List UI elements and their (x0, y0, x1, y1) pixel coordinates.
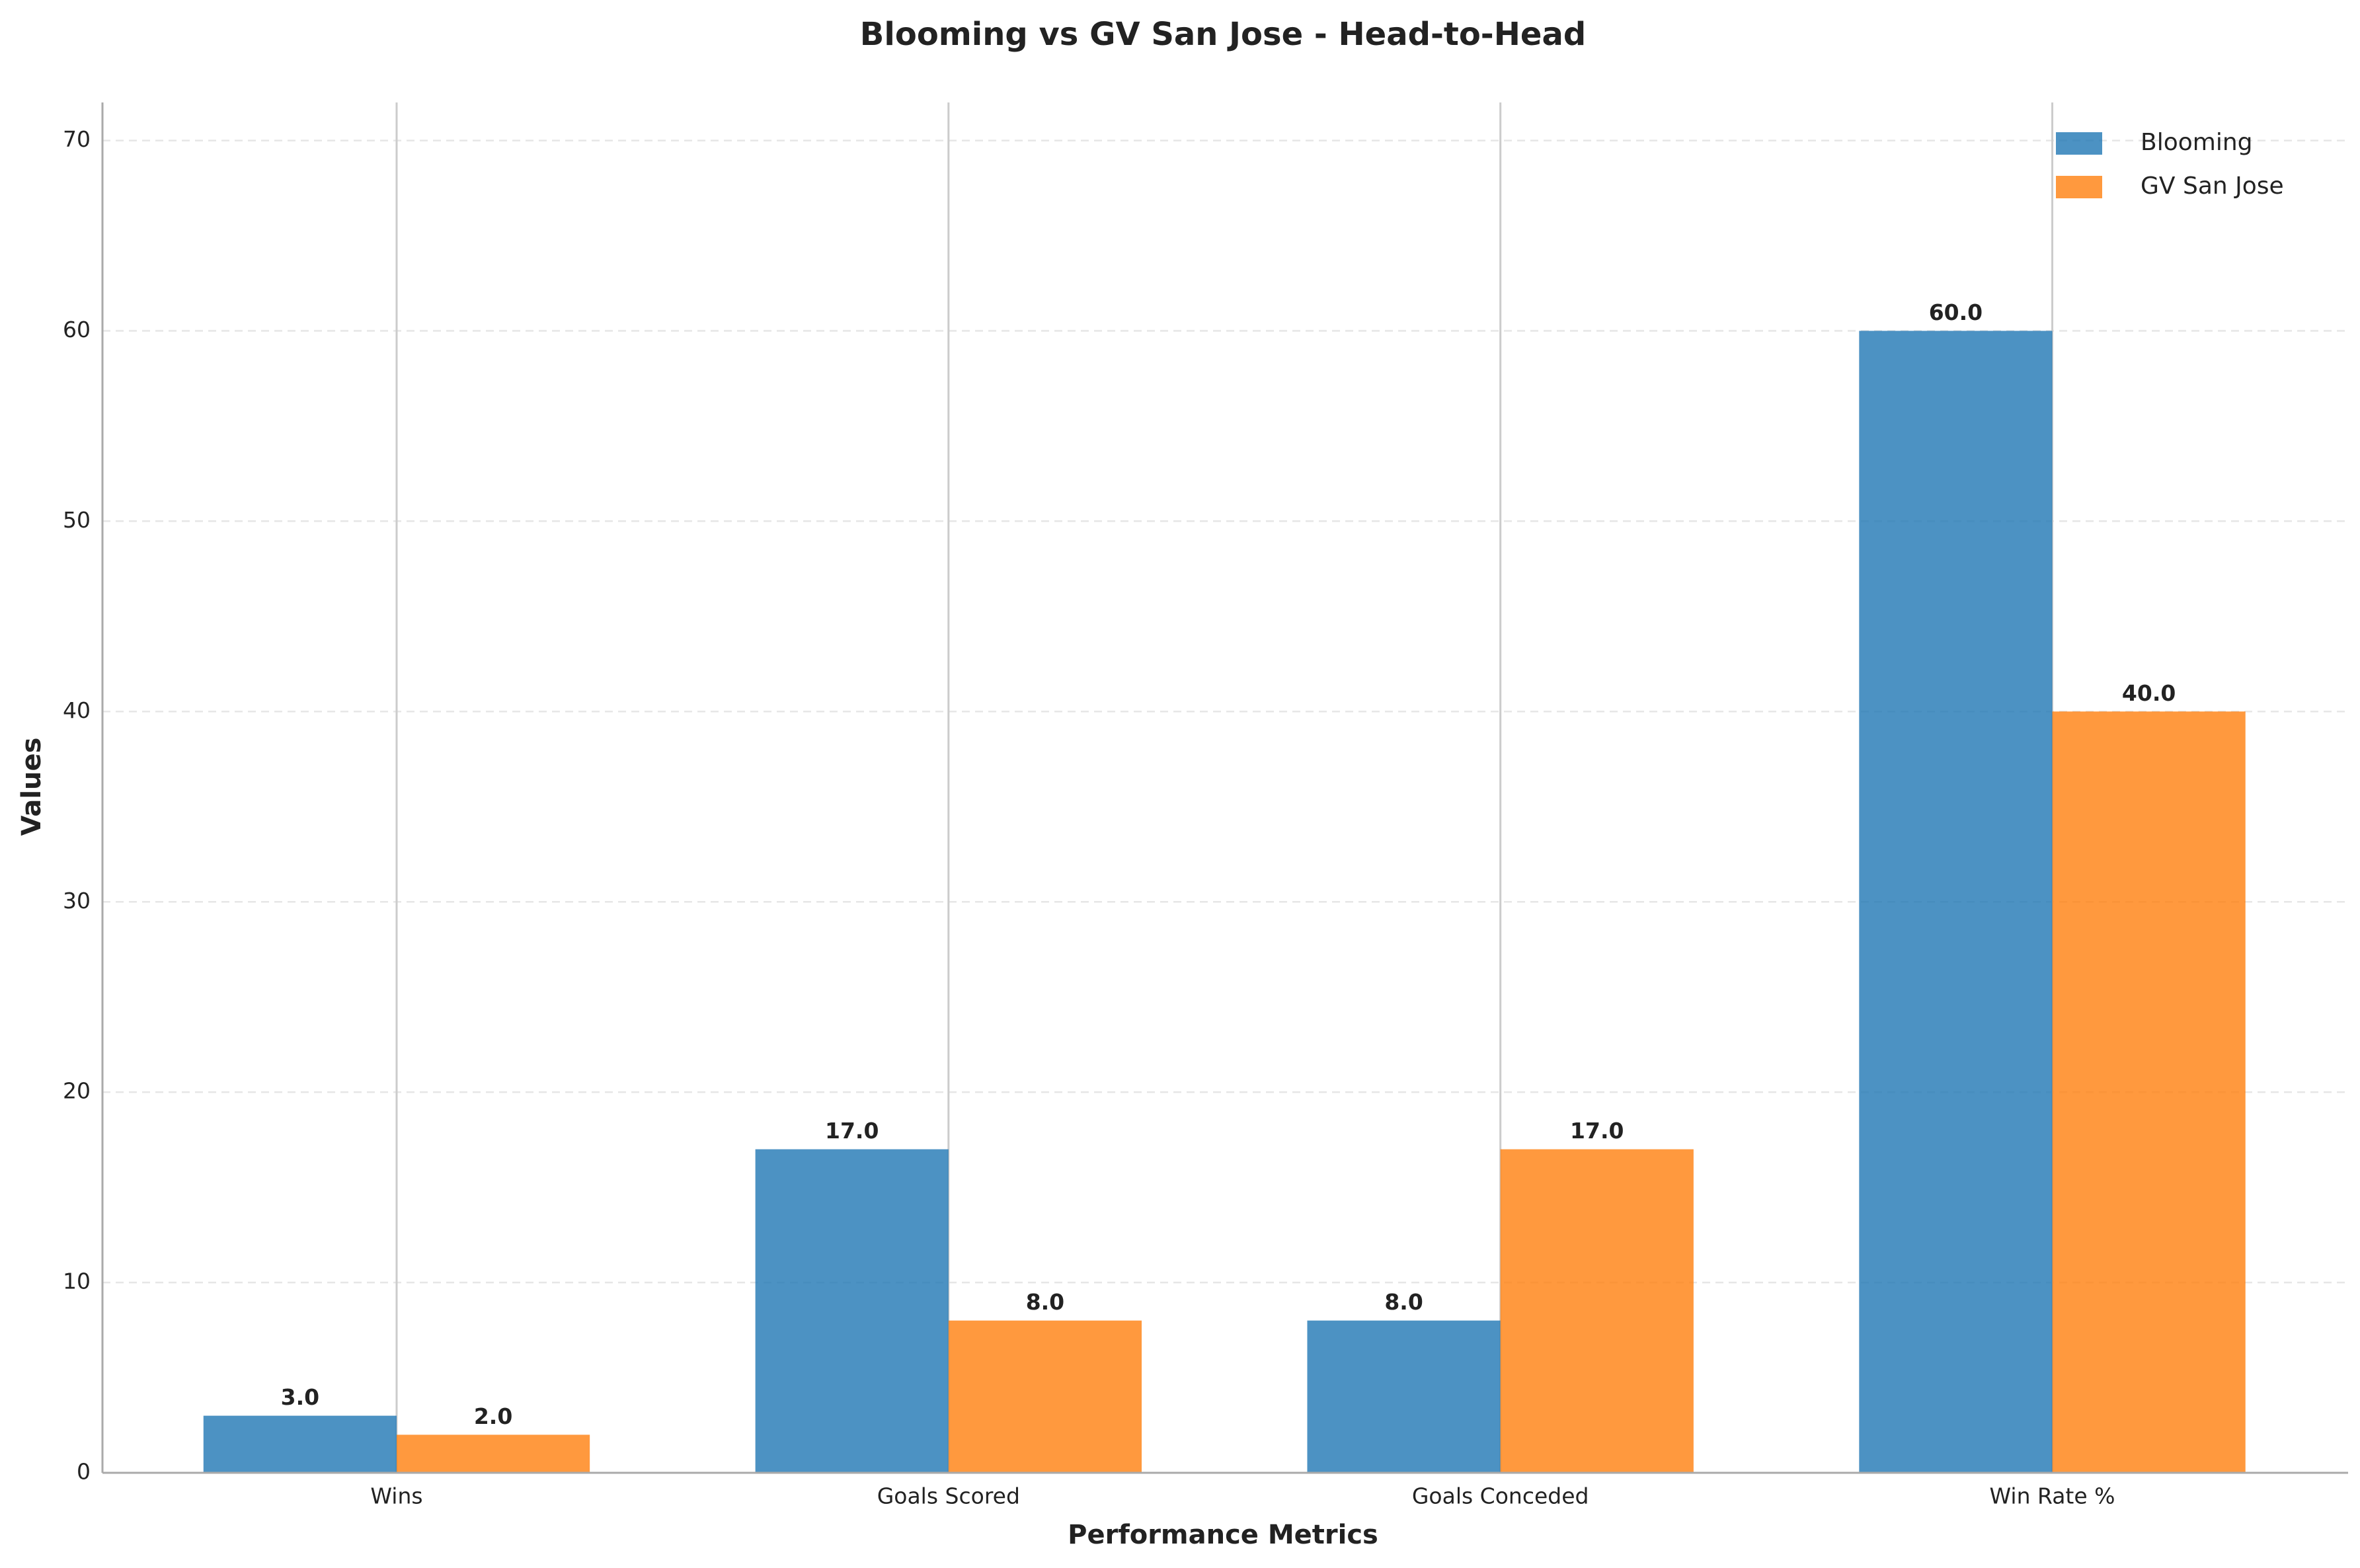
x-tick-label: Goals Scored (877, 1483, 1020, 1509)
value-label: 17.0 (1570, 1118, 1624, 1144)
y-tick-label: 20 (63, 1078, 91, 1104)
value-label: 17.0 (825, 1118, 879, 1144)
chart-title: Blooming vs GV San Jose - Head-to-Head (860, 16, 1586, 53)
y-tick-label: 60 (63, 317, 91, 342)
value-label: 3.0 (281, 1384, 319, 1410)
bar (1307, 1320, 1501, 1473)
legend-swatch (2056, 132, 2102, 155)
bar (948, 1320, 1142, 1473)
y-tick-label: 10 (63, 1269, 91, 1294)
bar (1500, 1149, 1694, 1473)
value-label: 40.0 (2122, 680, 2176, 706)
y-axis-label: Values (17, 738, 47, 836)
bar (203, 1415, 397, 1473)
bar (396, 1434, 590, 1473)
y-tick-label: 40 (63, 697, 91, 723)
bar (755, 1149, 949, 1473)
value-label: 8.0 (1026, 1289, 1064, 1315)
legend-swatch (2056, 176, 2102, 198)
x-tick-label: Goals Conceded (1412, 1483, 1589, 1509)
x-tick-label: Win Rate % (1990, 1483, 2115, 1509)
value-label: 60.0 (1929, 299, 1983, 325)
value-label: 8.0 (1384, 1289, 1423, 1315)
x-axis-label: Performance Metrics (1068, 1520, 1378, 1550)
legend-label: Blooming (2141, 129, 2253, 156)
x-tick-label: Wins (370, 1483, 422, 1509)
y-tick-label: 0 (77, 1459, 91, 1485)
bar (1859, 331, 2053, 1473)
y-tick-label: 30 (63, 888, 91, 914)
y-tick-label: 70 (63, 126, 91, 152)
y-tick-label: 50 (63, 507, 91, 533)
bar (2052, 711, 2246, 1473)
value-label: 2.0 (474, 1403, 512, 1429)
legend-label: GV San Jose (2141, 173, 2284, 200)
